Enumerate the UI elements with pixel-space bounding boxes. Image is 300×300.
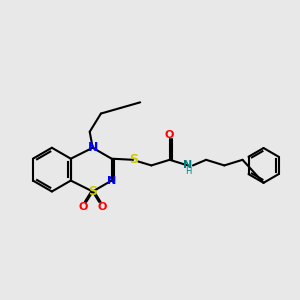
Text: N: N xyxy=(107,176,116,186)
Text: S: S xyxy=(88,185,97,198)
Text: O: O xyxy=(165,130,174,140)
Text: H: H xyxy=(185,167,191,176)
Text: N: N xyxy=(88,141,98,154)
Text: O: O xyxy=(78,202,88,212)
Text: O: O xyxy=(98,202,107,212)
Text: N: N xyxy=(183,160,193,170)
Text: S: S xyxy=(129,153,138,166)
